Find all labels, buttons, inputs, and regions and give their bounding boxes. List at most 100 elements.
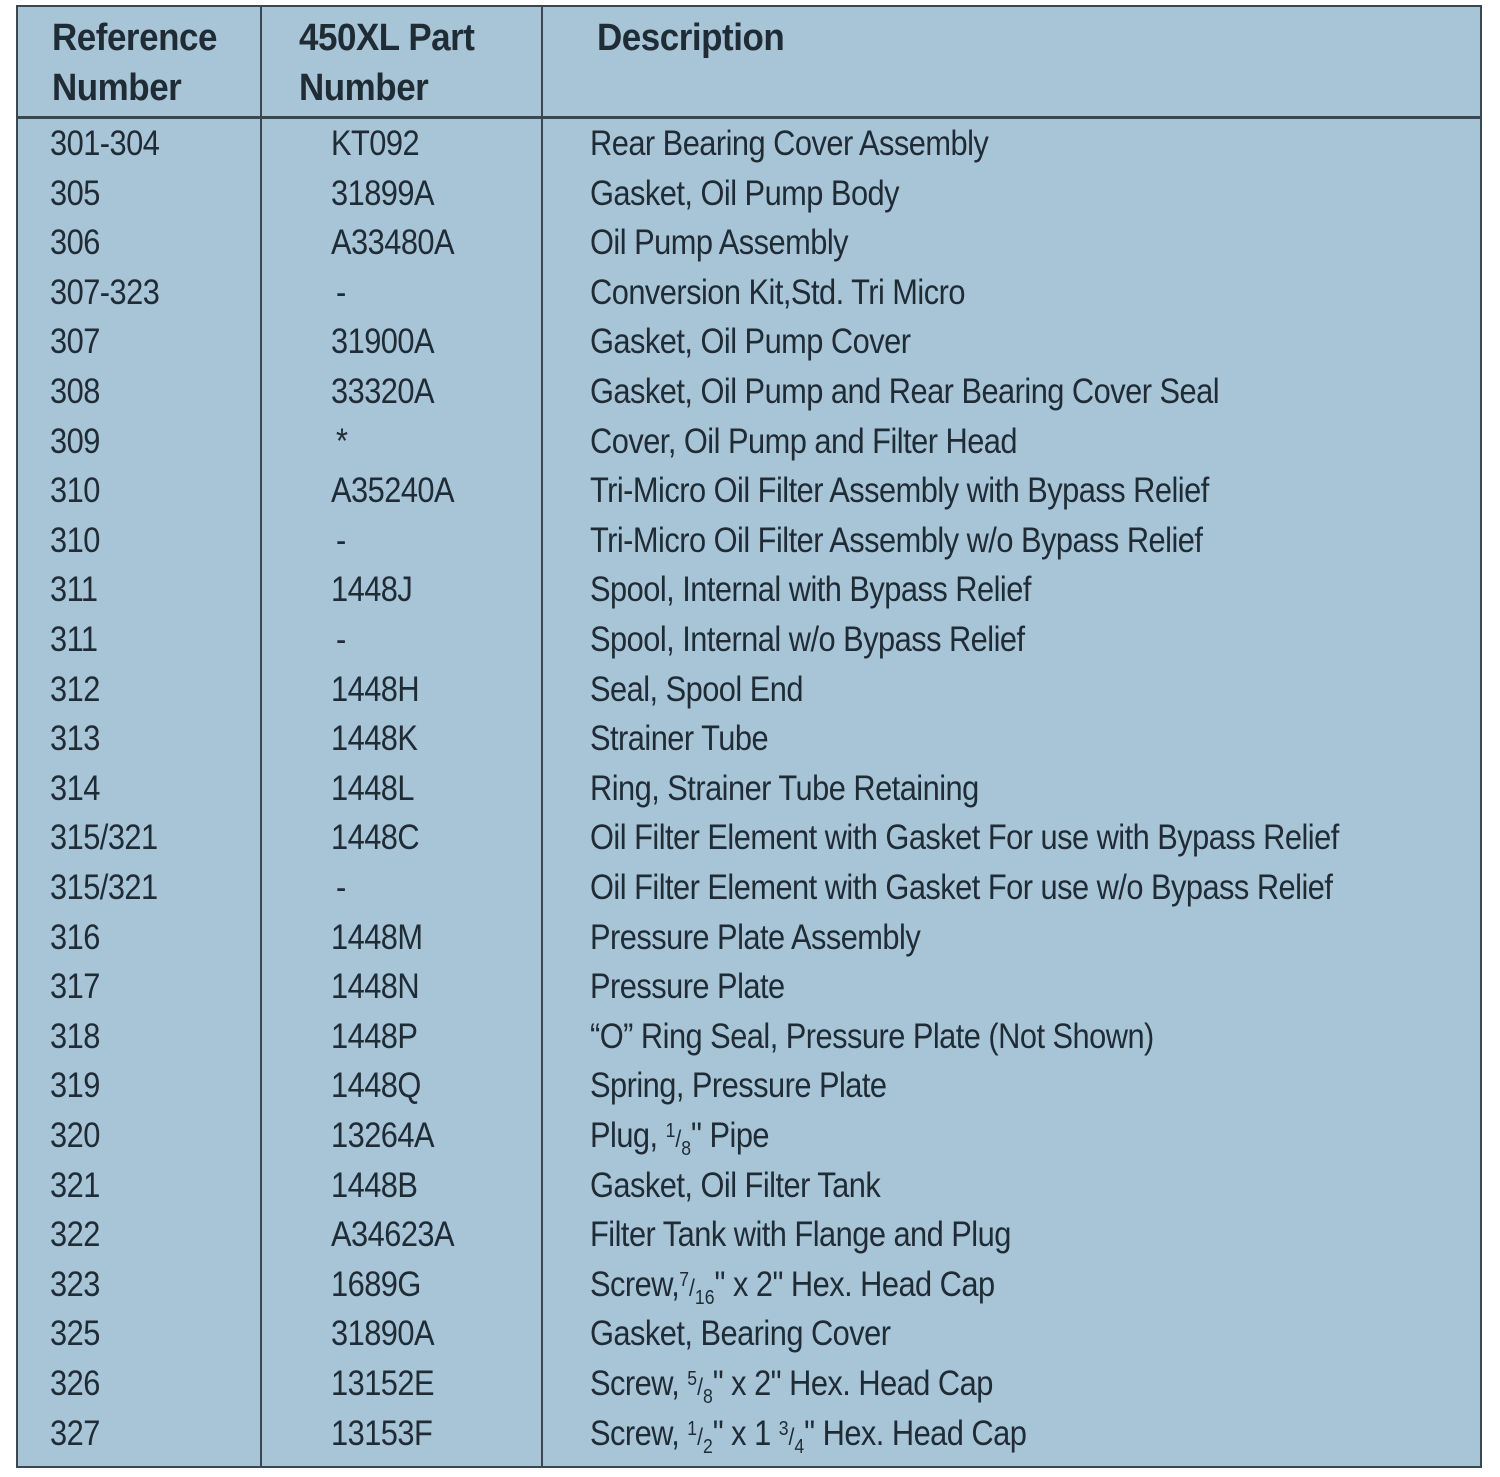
description: Spool, Internal with Bypass Relief bbox=[590, 566, 1031, 614]
description-text: " x 2" Hex. Head Cap bbox=[714, 1264, 996, 1304]
description-text: Oil Filter Element with Gasket For use w… bbox=[590, 868, 1333, 907]
table-row: 301-304 KT092 Rear Bearing Cover Assembly bbox=[18, 120, 1480, 168]
part-number: 1448N bbox=[331, 967, 420, 1007]
description-text: Tri-Micro Oil Filter Assembly with Bypas… bbox=[590, 471, 1209, 511]
reference-number: 308 bbox=[50, 372, 100, 411]
description-text: " x 2" Hex. Head Cap bbox=[712, 1364, 994, 1403]
description-text: Oil Pump Assembly bbox=[590, 223, 849, 263]
reference-number: 307-323 bbox=[50, 272, 160, 312]
part-number: 13264A bbox=[331, 1116, 435, 1155]
description: Oil Filter Element with Gasket For use w… bbox=[590, 864, 1333, 912]
part-number: 1448Q bbox=[331, 1066, 421, 1106]
table-row: 325 31890A Gasket, Bearing Cover bbox=[18, 1310, 1480, 1358]
table-row: 327 13153F Screw, 1/2" x 1 3/4" Hex. Head … bbox=[18, 1410, 1480, 1458]
part-number: 1448L bbox=[331, 768, 415, 808]
reference-number: 314 bbox=[50, 768, 100, 808]
table-row: 318 1448P “O” Ring Seal, Pressure Plate (N… bbox=[18, 1013, 1480, 1061]
fraction: 5/8 bbox=[687, 1369, 712, 1407]
description-text: Screw, bbox=[590, 1364, 688, 1403]
table-row: 312 1448H Seal, Spool End bbox=[18, 666, 1480, 714]
table-row: 316 1448M Pressure Plate Assembly bbox=[18, 914, 1480, 962]
table-row: 321 1448B Gasket, Oil Filter Tank bbox=[18, 1162, 1480, 1210]
description-text: Tri-Micro Oil Filter Assembly w/o Bypass… bbox=[590, 520, 1203, 560]
table-row: 305 31899A Gasket, Oil Pump Body bbox=[18, 170, 1480, 218]
table-row: 306 A33480A Oil Pump Assembly bbox=[18, 219, 1480, 267]
reference-number: 311 bbox=[50, 570, 98, 610]
denominator: 16 bbox=[694, 1286, 715, 1309]
table-row: 317 1448N Pressure Plate bbox=[18, 963, 1480, 1011]
part-number: 1448C bbox=[331, 818, 420, 858]
part-number: A33480A bbox=[331, 223, 455, 263]
reference-number: 306 bbox=[50, 223, 100, 263]
reference-number: 315/321 bbox=[50, 868, 158, 907]
description-text: " Hex. Head Cap bbox=[804, 1413, 1027, 1453]
table-row: 310 - Tri-Micro Oil Filter Assembly w/o By… bbox=[18, 517, 1480, 565]
header-line: Number bbox=[52, 67, 182, 109]
part-number: 1448B bbox=[331, 1165, 418, 1205]
description: Spring, Pressure Plate bbox=[590, 1062, 887, 1110]
reference-number: 321 bbox=[50, 1165, 100, 1205]
description-text: Gasket, Oil Pump Cover bbox=[590, 322, 911, 362]
part-number: 1448H bbox=[331, 669, 420, 709]
reference-number: 322 bbox=[50, 1215, 100, 1255]
reference-number: 307 bbox=[50, 322, 100, 362]
description: Tri-Micro Oil Filter Assembly with Bypas… bbox=[590, 467, 1209, 515]
part-number: A34623A bbox=[331, 1215, 455, 1255]
description-text: Gasket, Oil Filter Tank bbox=[590, 1165, 881, 1205]
header-line: 450XL Part bbox=[299, 17, 475, 59]
description-text: Spring, Pressure Plate bbox=[590, 1066, 887, 1106]
fraction-slash: / bbox=[788, 1423, 795, 1451]
table-row: 313 1448K Strainer Tube bbox=[18, 715, 1480, 763]
table-row: 310 A35240A Tri-Micro Oil Filter Assembly … bbox=[18, 467, 1480, 515]
part-number: 13152E bbox=[331, 1364, 435, 1403]
table-row: 311 - Spool, Internal w/o Bypass Relief bbox=[18, 616, 1480, 664]
part-number: - bbox=[336, 620, 346, 659]
fraction: 7/16 bbox=[679, 1270, 714, 1308]
header-reference-number: Reference Number bbox=[52, 13, 217, 113]
header-line: Number bbox=[299, 67, 429, 109]
description-text: Conversion Kit,Std. Tri Micro bbox=[590, 272, 965, 312]
denominator: 2 bbox=[702, 1435, 713, 1458]
description-text: Seal, Spool End bbox=[590, 669, 804, 709]
description: Gasket, Oil Pump Cover bbox=[590, 318, 911, 366]
part-number: 1689G bbox=[331, 1264, 421, 1304]
header-description: Description bbox=[597, 13, 784, 63]
description-text: Strainer Tube bbox=[590, 719, 769, 759]
description: Tri-Micro Oil Filter Assembly w/o Bypass… bbox=[590, 517, 1203, 565]
part-number: 31890A bbox=[331, 1314, 435, 1354]
description: Screw,7/16" x 2" Hex. Head Cap bbox=[590, 1261, 995, 1309]
reference-number: 315/321 bbox=[50, 818, 158, 858]
description: Spool, Internal w/o Bypass Relief bbox=[590, 616, 1025, 664]
fraction-slash: / bbox=[675, 1126, 682, 1153]
description: Rear Bearing Cover Assembly bbox=[590, 120, 989, 168]
description-text: Filter Tank with Flange and Plug bbox=[590, 1215, 1011, 1255]
part-number: A35240A bbox=[331, 471, 455, 511]
fraction-slash: / bbox=[689, 1274, 695, 1302]
description-text: Pressure Plate Assembly bbox=[590, 917, 921, 957]
parts-table: Reference Number 450XL Part Number Descr… bbox=[16, 5, 1482, 1468]
numerator: 7 bbox=[679, 1268, 690, 1291]
description-text: Ring, Strainer Tube Retaining bbox=[590, 768, 979, 808]
part-number: KT092 bbox=[331, 124, 420, 163]
header-part-number: 450XL Part Number bbox=[299, 13, 475, 113]
part-number: 13153F bbox=[331, 1413, 433, 1453]
description: Gasket, Oil Pump Body bbox=[590, 170, 900, 218]
description: Gasket, Bearing Cover bbox=[590, 1310, 891, 1358]
reference-number: 311 bbox=[50, 620, 98, 659]
part-number: * bbox=[336, 421, 348, 461]
description: Gasket, Oil Filter Tank bbox=[590, 1162, 881, 1210]
column-divider bbox=[260, 7, 262, 1466]
numerator: 5 bbox=[687, 1368, 698, 1390]
part-number: 31900A bbox=[331, 322, 435, 362]
table-row: 309 * Cover, Oil Pump and Filter Head bbox=[18, 418, 1480, 466]
table-row: 315/321 1448C Oil Filter Element with Gask… bbox=[18, 814, 1480, 862]
reference-number: 316 bbox=[50, 917, 100, 957]
reference-number: 318 bbox=[50, 1016, 100, 1056]
description-text: Gasket, Bearing Cover bbox=[590, 1314, 891, 1354]
reference-number: 310 bbox=[50, 471, 100, 511]
reference-number: 319 bbox=[50, 1066, 100, 1106]
description-text: Spool, Internal with Bypass Relief bbox=[590, 570, 1031, 610]
reference-number: 327 bbox=[50, 1413, 100, 1453]
description-text: Rear Bearing Cover Assembly bbox=[590, 124, 989, 163]
reference-number: 310 bbox=[50, 520, 100, 560]
